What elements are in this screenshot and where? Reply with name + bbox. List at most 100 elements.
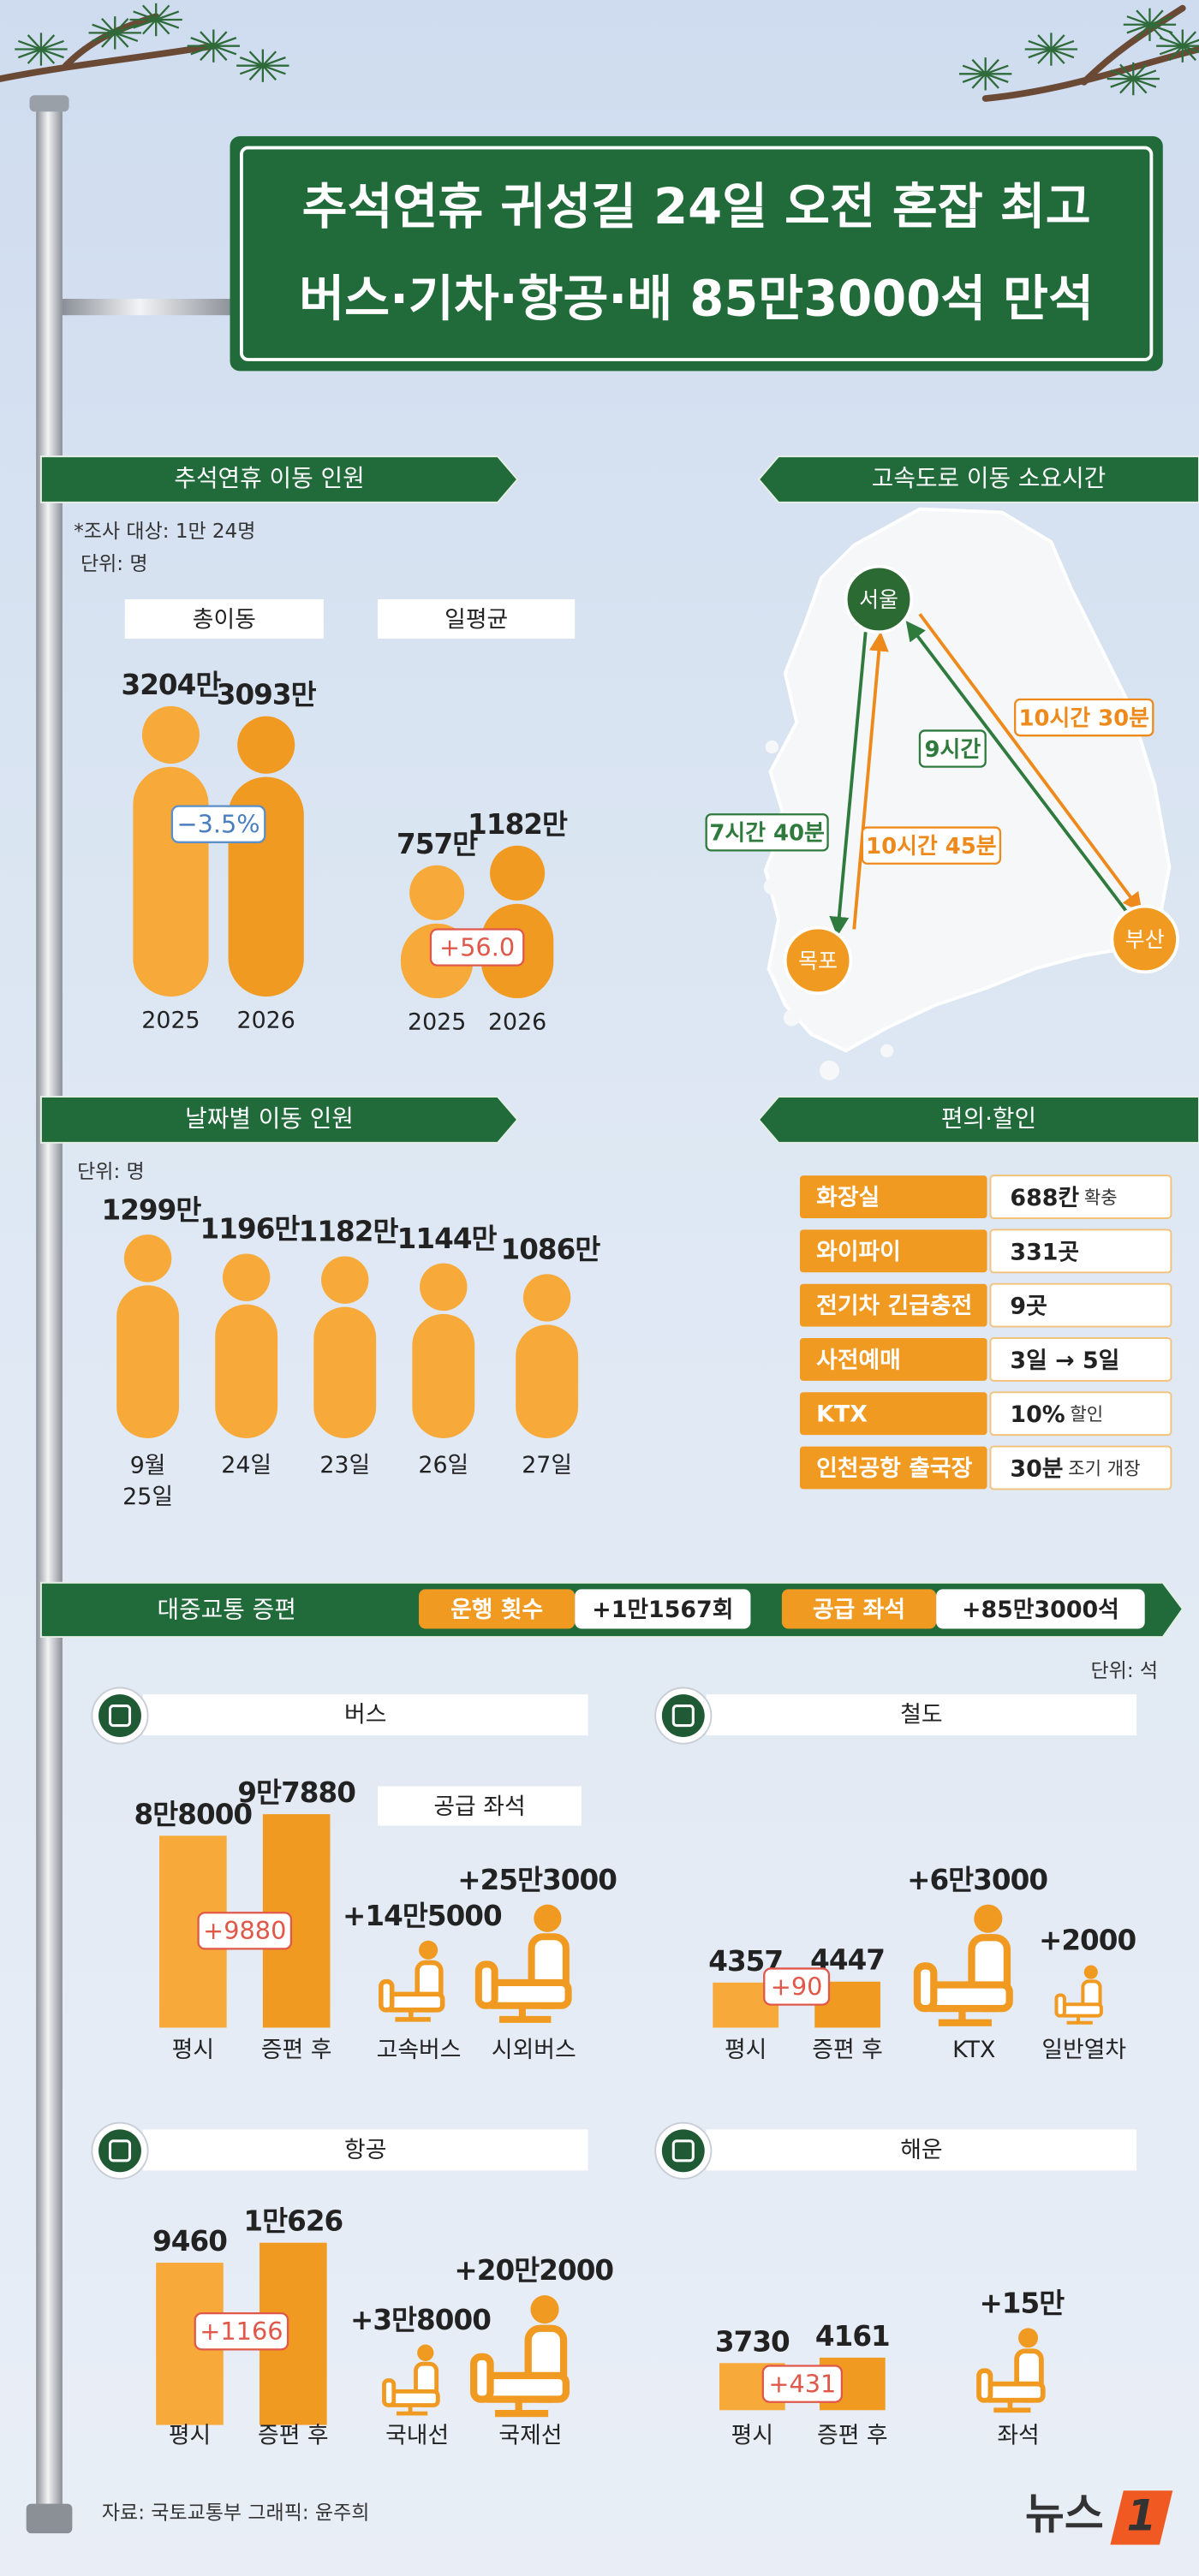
route-label: 9시간: [925, 737, 981, 763]
benefit-label-box: [799, 1337, 987, 1381]
route-label-box: [861, 826, 1002, 865]
pine-needle: [1110, 69, 1134, 80]
pine-needle: [212, 45, 228, 62]
pine-needle: [1037, 48, 1053, 64]
change-box: [763, 1967, 831, 2006]
island: [819, 1060, 839, 1080]
pine-needle: [1182, 45, 1199, 53]
pine-needle: [212, 31, 228, 47]
logo-text: 뉴스: [1025, 2489, 1104, 2538]
value-label: 3204만: [121, 669, 221, 701]
benefit-label-box: [799, 1175, 987, 1218]
pine-needle: [1181, 45, 1197, 62]
section-banner: [40, 456, 518, 503]
pine-needle: [1126, 15, 1150, 26]
panel-icon-glyph: [671, 1704, 695, 1728]
pine-needle: [101, 32, 116, 48]
panel-title: 해운: [900, 2137, 942, 2163]
x-tick-line: 25일: [122, 1484, 173, 1510]
island: [763, 878, 780, 895]
seat-head: [417, 2344, 434, 2361]
section-banner: [40, 1097, 518, 1143]
city-label: 부산: [1125, 927, 1165, 952]
person-body: [516, 1324, 579, 1438]
x-tick-label: 증편 후: [261, 2037, 332, 2063]
pine-needle: [1132, 63, 1148, 80]
pine-needle: [1181, 31, 1197, 47]
x-tick-label: 평시: [172, 2037, 214, 2063]
pine-needle: [1182, 39, 1199, 47]
pine-needle: [1148, 23, 1164, 40]
section-title: 대중교통 증편: [158, 1595, 296, 1623]
section-title: 날짜별 이동 인원: [185, 1104, 354, 1133]
pine-needle: [1028, 39, 1052, 51]
pine-needle: [1037, 34, 1053, 51]
seat-icon: [913, 1904, 1013, 2026]
seat-head: [1018, 2328, 1039, 2348]
header-title: 추석연휴 귀성길 24일 오전 혼잡 최고: [302, 178, 1091, 235]
value-label: +6만3000: [907, 1864, 1047, 1896]
seat-arm: [913, 1962, 938, 2013]
city-marker: [1110, 904, 1179, 974]
panel-title: 철도: [900, 1702, 942, 1728]
person-figure: [313, 1256, 377, 1438]
panel-icon: [661, 1694, 705, 1738]
person-head: [490, 845, 546, 901]
city-marker: [783, 925, 853, 996]
pine-needle: [984, 58, 999, 75]
value-label: 9460: [152, 2225, 227, 2258]
pine-needle: [1132, 78, 1148, 94]
seat-icon: [470, 2295, 570, 2418]
pine-needle: [971, 73, 987, 89]
section-banner-border: [39, 455, 519, 503]
pine-needle: [1149, 23, 1173, 34]
pine-needle: [155, 18, 180, 29]
x-tick-label: 증편 후: [258, 2422, 329, 2448]
pine-needle: [248, 64, 264, 81]
pine-needle: [239, 64, 264, 75]
benefit-value: 688칸 확충: [1010, 1184, 1117, 1211]
person-body: [116, 1285, 180, 1438]
seat-arm: [1054, 1993, 1066, 2018]
pine-needle: [1050, 48, 1065, 64]
person-head: [409, 865, 465, 920]
route-label: 10시간 30분: [1019, 705, 1149, 731]
benefit-value-box: [989, 1391, 1172, 1437]
benefit-note: 조기 개장: [1068, 1457, 1140, 1478]
pine-needle: [262, 51, 277, 67]
x-tick-label: 26일: [418, 1452, 468, 1478]
pine-needle: [212, 45, 237, 56]
seat-icon: [379, 1940, 445, 2022]
change-label: +90: [771, 1972, 823, 2001]
sign: [230, 136, 1163, 372]
benefit-value: 331곳: [1010, 1239, 1079, 1265]
benefit-value-main: 9곳: [1010, 1293, 1047, 1319]
change-label: +9880: [203, 1916, 286, 1945]
person-body: [313, 1306, 377, 1438]
seat-arm: [379, 1978, 395, 2013]
benefit-value: 10% 할인: [1010, 1401, 1103, 1428]
route-label: 10시간 45분: [866, 834, 996, 860]
pine-needle: [1050, 34, 1065, 51]
section-title: 편의·할인: [941, 1104, 1036, 1133]
person-head: [321, 1256, 369, 1304]
pine-needle: [985, 73, 1009, 83]
unit: 단위: 석: [1090, 1660, 1158, 1682]
pine-needle: [142, 19, 158, 35]
pine-needle: [1136, 23, 1151, 40]
seat-icon: [1054, 1965, 1103, 2025]
benefit-value-box: [989, 1445, 1172, 1490]
person-figure: [480, 845, 554, 999]
change-label: +1166: [200, 2317, 283, 2346]
seat-icon: [382, 2344, 440, 2416]
pine-needle: [114, 32, 139, 43]
pine-needle: [984, 73, 999, 89]
value-label: 3093만: [217, 679, 317, 711]
change-box: [194, 2312, 289, 2351]
year-label: 2026: [237, 1007, 295, 1033]
pine-needle: [200, 31, 215, 47]
benefit-label: 인천공항 출국장: [816, 1455, 972, 1482]
pine-needle: [1050, 48, 1075, 59]
value-label: +3만8000: [350, 2304, 491, 2336]
change-label: −3.5%: [177, 810, 260, 839]
